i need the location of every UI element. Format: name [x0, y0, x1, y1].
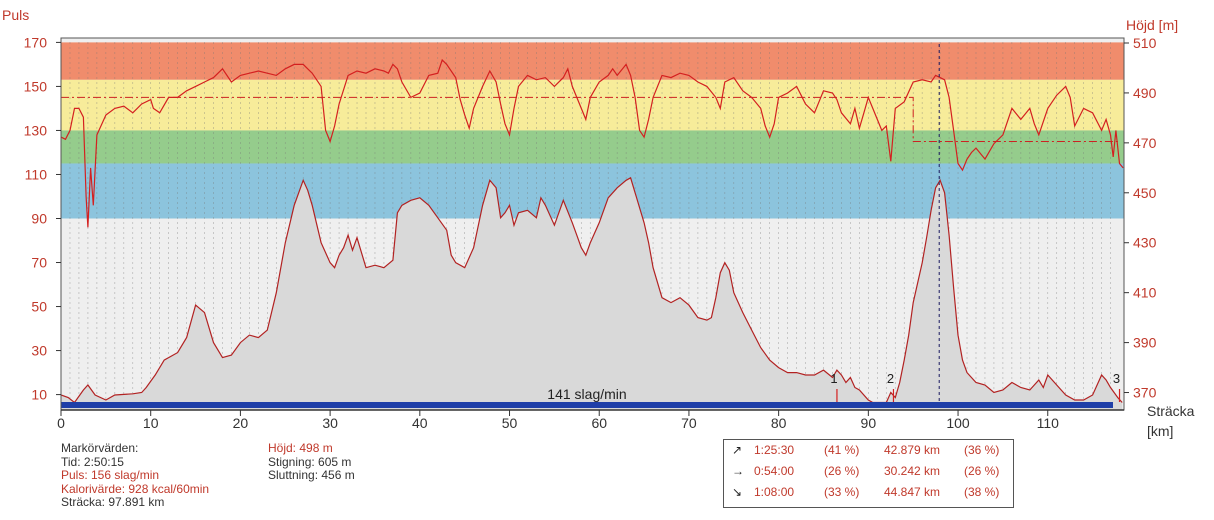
x-tick-label: 60 [591, 415, 607, 431]
downhill-icon: ↘ [732, 485, 743, 499]
downhill-time: 1:08:00 [754, 485, 795, 499]
cursor-altitude: Höjd: 498 m [268, 441, 333, 455]
stats-row-flat: → 0:54:00 (26 %) 30.242 km (26 %) [724, 464, 1013, 482]
x-axis: 0 10 20 30 40 50 60 70 80 90 100 110 [57, 410, 1059, 431]
right-tick-label: 370 [1133, 385, 1157, 401]
left-tick-label: 150 [24, 78, 48, 94]
flat-icon: → [732, 464, 744, 478]
right-tick-label: 510 [1133, 35, 1157, 51]
flat-time-pct: (26 %) [824, 464, 860, 478]
left-tick-label: 30 [31, 343, 47, 359]
total-ascent: Stigning: 605 m [268, 454, 352, 469]
x-tick-label: 80 [771, 415, 787, 431]
left-axis: 10 30 50 70 90 110 130 150 170 [24, 34, 61, 403]
uphill-time-pct: (41 %) [824, 443, 860, 457]
downhill-distance: 44.847 km [884, 485, 941, 499]
x-tick-label: 20 [233, 415, 249, 431]
right-tick-label: 390 [1133, 335, 1157, 351]
right-tick-label: 470 [1133, 135, 1157, 151]
uphill-time: 1:25:30 [754, 443, 795, 457]
lap-marker-label-2: 2 [887, 371, 894, 386]
altitude-line [61, 176, 1123, 404]
cursor-calorie: Kalorivärde: 928 kcal/60min [61, 481, 210, 496]
left-tick-label: 170 [24, 34, 48, 50]
altitude-area-fill [61, 177, 1123, 410]
cursor-values-title: Markörvärden: [61, 441, 139, 455]
downhill-distance-pct: (38 %) [964, 485, 1000, 499]
left-tick-label: 70 [31, 255, 47, 271]
lap-marker-label-1: 1 [830, 371, 837, 386]
x-tick-label: 100 [946, 415, 970, 431]
x-axis-unit: [km] [1147, 423, 1173, 439]
x-tick-label: 30 [322, 415, 338, 431]
total-descent: Sluttning: 456 m [268, 468, 355, 482]
zone-band-0 [61, 42, 1124, 80]
right-tick-label: 490 [1133, 85, 1157, 101]
cursor-time: Tid: 2:50:15 [61, 454, 124, 469]
x-tick-label: 40 [412, 415, 428, 431]
zone-band-3 [61, 163, 1124, 219]
x-tick-label: 0 [57, 415, 65, 431]
left-axis-title: Puls [2, 7, 29, 23]
heart-rate-zones [61, 42, 1124, 219]
x-axis-title: Sträcka [1147, 403, 1195, 419]
cursor-values-panel: Markörvärden: Tid: 2:50:15 Puls: 156 sla… [61, 441, 210, 510]
left-tick-label: 50 [31, 299, 47, 315]
flat-time: 0:54:00 [754, 464, 795, 478]
terrain-stats-table: ↗ 1:25:30 (41 %) 42.879 km (36 %) → 0:54… [723, 439, 1014, 508]
pulse-average-bar [61, 402, 1113, 408]
stats-row-uphill: ↗ 1:25:30 (41 %) 42.879 km (36 %) [724, 443, 1013, 461]
x-tick-label: 70 [681, 415, 697, 431]
cursor-distance: Sträcka: 97.891 km [61, 495, 165, 509]
right-tick-label: 450 [1133, 185, 1157, 201]
zone-band-2 [61, 130, 1124, 164]
x-tick-label: 90 [861, 415, 877, 431]
downhill-time-pct: (33 %) [824, 485, 860, 499]
x-tick-label: 110 [1037, 415, 1060, 431]
left-tick-label: 110 [25, 166, 48, 182]
pulse-average-line [61, 96, 1120, 142]
left-tick-label: 90 [31, 210, 47, 226]
right-axis: 370 390 410 430 450 470 490 510 [1124, 35, 1157, 401]
right-tick-label: 410 [1133, 285, 1157, 301]
pulse-line [61, 58, 1124, 228]
lap-markers: 1 2 3 [830, 371, 1120, 402]
uphill-distance-pct: (36 %) [964, 443, 1000, 457]
left-tick-label: 130 [24, 122, 48, 138]
altitude-info-panel: Höjd: 498 m Stigning: 605 m Sluttning: 4… [268, 441, 355, 483]
x-tick-label: 10 [143, 415, 159, 431]
left-tick-label: 10 [31, 387, 47, 403]
pulse-average-label: 141 slag/min [547, 386, 626, 402]
zone-band-1 [61, 79, 1124, 131]
flat-distance-pct: (26 %) [964, 464, 1000, 478]
flat-distance: 30.242 km [884, 464, 941, 478]
right-axis-title: Höjd [m] [1126, 17, 1178, 33]
x-tick-label: 50 [502, 415, 518, 431]
uphill-icon: ↗ [732, 443, 743, 457]
lap-marker-label-3: 3 [1113, 371, 1120, 386]
cursor-pulse: Puls: 156 slag/min [61, 468, 160, 482]
stats-row-downhill: ↘ 1:08:00 (33 %) 44.847 km (38 %) [724, 485, 1013, 503]
uphill-distance: 42.879 km [884, 443, 941, 457]
right-tick-label: 430 [1133, 235, 1157, 251]
